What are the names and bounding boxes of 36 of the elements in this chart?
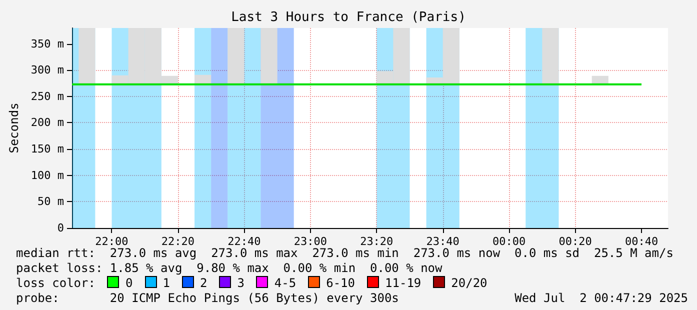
y-tick-label: 250 m [30,90,64,103]
bar [542,28,559,84]
text: probe: 20 ICMP Echo Pings (56 Bytes) every 300s [16,291,399,305]
bar [260,28,278,84]
bar [228,28,244,84]
text: 4-5 [274,276,296,290]
y-tick-label: 0 [57,222,64,234]
y-tick-label: 200 m [30,116,64,130]
bar [78,28,96,84]
y-tick-label: 350 m [30,37,64,50]
text: 2 [200,276,208,290]
x-tick-label: 23:40 [426,235,460,248]
text: 6-10 [326,276,356,290]
y-tick-label: 300 m [30,64,64,77]
x-tick-label: 22:40 [228,235,261,248]
x-tick-label: 23:00 [294,235,327,248]
text: 20/20 [451,276,488,290]
y-axis-title: Seconds [7,102,21,154]
x-tick-label: 23:20 [360,235,394,248]
chart-title: Last 3 Hours to France (Paris) [231,10,466,25]
text: Wed Jul 2 00:47:29 2025 [514,291,688,306]
x-tick-label: 00:40 [624,235,658,248]
text: 3 [237,276,244,290]
text: loss color: [16,276,96,290]
text: packet loss: 1.85 % avg 9.80 % max 0.00 % min 0.00 % now [16,261,444,276]
text: 1 [162,276,170,290]
x-tick-label: 22:20 [161,235,195,248]
text: 11-19 [385,276,422,290]
y-tick-label: 100 m [30,168,64,182]
y-tick-label: 50 m [38,195,64,208]
x-tick-label: 00:00 [492,235,526,248]
text: 0 [125,276,133,290]
y-tick-label: 150 m [30,142,64,156]
text: median rtt: 273.0 ms avg 273.0 ms max 273.0 ms min 273.0 ms now 0.0 ms sd 25.5 M am/s [16,246,674,261]
x-tick-label: 22:00 [95,235,128,248]
x-tick-label: 00:20 [558,235,592,248]
